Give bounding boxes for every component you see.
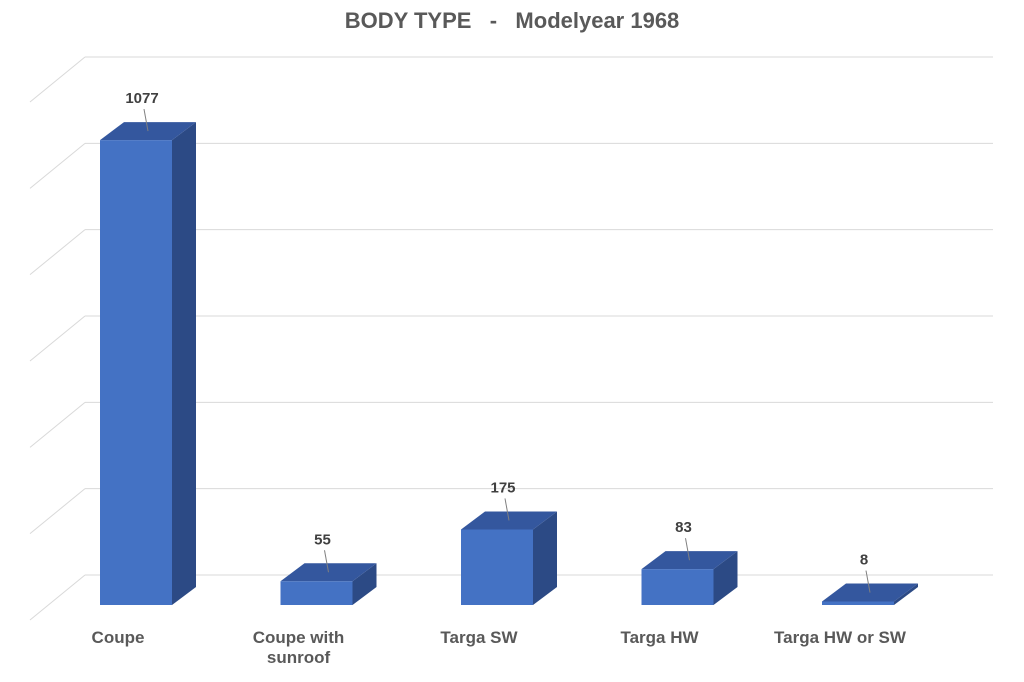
x-tick-label: Targa HW or SW bbox=[774, 628, 906, 647]
bar-side bbox=[533, 511, 557, 605]
bar-front bbox=[280, 581, 353, 605]
leader-line bbox=[504, 498, 510, 521]
grid-line-side bbox=[29, 488, 86, 535]
bar-side bbox=[894, 583, 918, 605]
bar bbox=[461, 511, 557, 605]
grid-line-side bbox=[29, 56, 86, 103]
grid-line-side bbox=[29, 315, 86, 362]
grid-line-side bbox=[29, 142, 86, 189]
leader-line bbox=[324, 550, 329, 573]
grid-line-side bbox=[29, 401, 86, 448]
grid-line-side bbox=[29, 574, 86, 621]
bar bbox=[100, 122, 196, 605]
data-label: 83 bbox=[675, 519, 692, 536]
x-tick-label: Targa HW bbox=[620, 628, 699, 647]
data-label: 8 bbox=[860, 552, 868, 569]
bar-side bbox=[172, 122, 196, 605]
grid-line-side bbox=[29, 229, 86, 276]
x-tick-label: Coupe with sunroof bbox=[252, 628, 345, 667]
chart-title: BODY TYPE - Modelyear 1968 bbox=[345, 8, 680, 33]
bar-front bbox=[100, 140, 172, 605]
bar bbox=[822, 583, 918, 605]
data-label: 55 bbox=[314, 531, 331, 548]
bar-front bbox=[822, 601, 894, 605]
x-tick-label: Targa SW bbox=[440, 628, 518, 647]
leader-line bbox=[143, 109, 149, 132]
leader-line bbox=[865, 570, 871, 593]
bar-front bbox=[461, 529, 533, 605]
data-label: 1077 bbox=[125, 90, 158, 107]
leader-line bbox=[685, 538, 690, 561]
bar-front bbox=[641, 569, 714, 605]
bar-side bbox=[713, 551, 738, 605]
bar bbox=[280, 563, 377, 605]
data-label: 175 bbox=[490, 479, 515, 496]
x-tick-label: Coupe bbox=[91, 628, 145, 647]
bar-side bbox=[352, 563, 377, 605]
